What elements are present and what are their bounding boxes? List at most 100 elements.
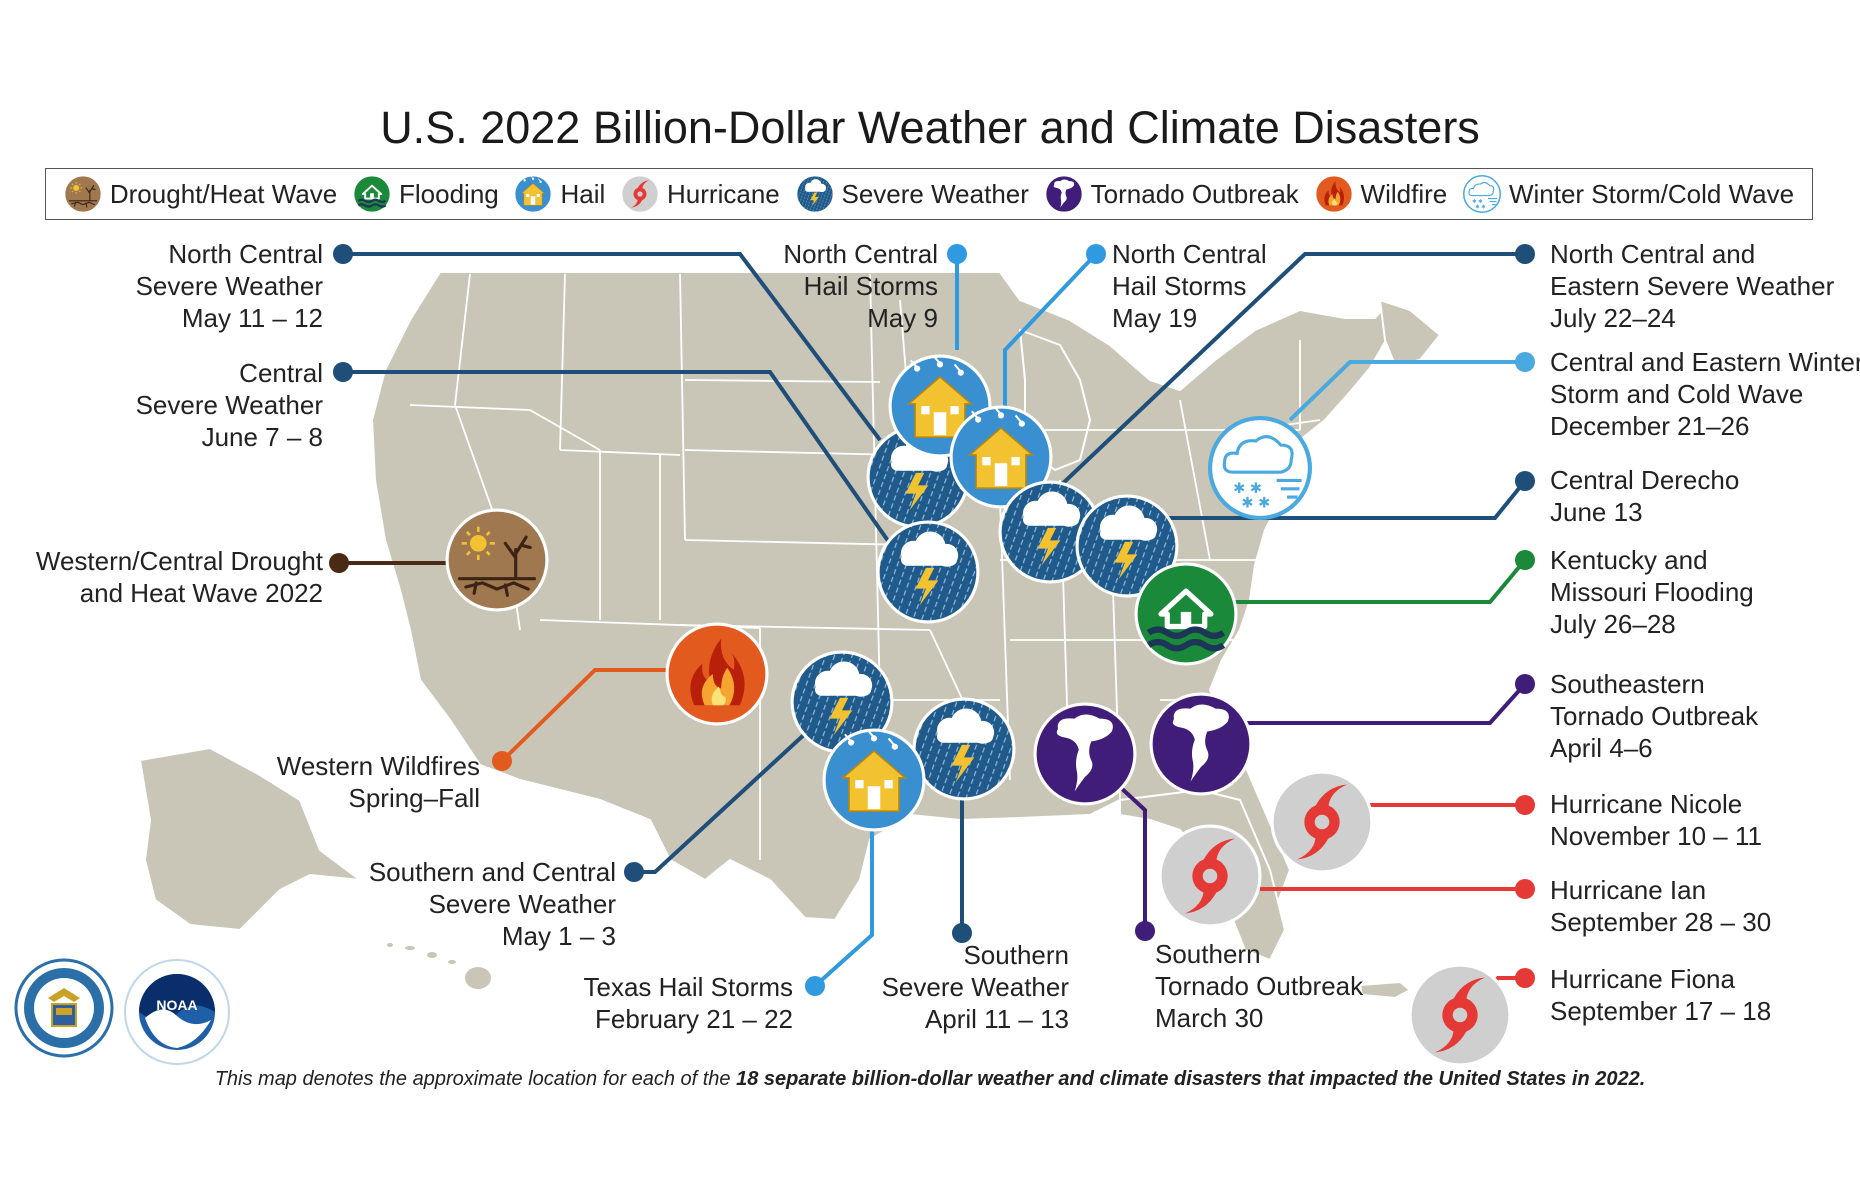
footer-note: This map denotes the approximate locatio… (0, 1068, 1860, 1091)
drought-icon (64, 175, 102, 213)
legend-label: Hurricane (667, 178, 780, 209)
legend-item-drought: Drought/Heat Wave (64, 175, 337, 213)
label-line: Hurricane Nicole (1550, 789, 1743, 819)
label-line: Hurricane Ian (1550, 875, 1707, 905)
footer-bold: 18 separate billion-dollar weather and c… (736, 1068, 1646, 1090)
label-line: Kentucky and (1550, 545, 1708, 575)
label-line: Southeastern (1550, 669, 1705, 699)
wildfire-icon (1314, 175, 1353, 213)
label-line: North Central (168, 239, 323, 269)
label-line: February 21 – 22 (594, 1004, 793, 1034)
legend-item-tornado: Tornado Outbreak (1044, 175, 1299, 213)
maine (1379, 299, 1441, 366)
legend-label: Flooding (399, 178, 499, 209)
label-line: April 4–6 (1550, 733, 1653, 763)
southern-tornado-marker (1033, 702, 1137, 806)
label-line: Storm and Cold Wave (1550, 379, 1804, 409)
label-drought: Western/Central Drought and Heat Wave 20… (36, 545, 323, 609)
label-line: June 7 – 8 (201, 422, 323, 452)
label-nc-hail-may9: North Central Hail Storms May 9 (783, 238, 938, 334)
winter-storm-icon (1462, 175, 1501, 213)
label-line: North Central (783, 239, 938, 269)
label-line: April 11 – 13 (924, 1004, 1069, 1034)
label-line: March 30 (1155, 1003, 1264, 1033)
label-nc-hail-may19: North Central Hail Storms May 19 (1112, 238, 1267, 334)
legend-label: Tornado Outbreak (1090, 178, 1299, 209)
endpoint-dots (329, 244, 1535, 996)
label-line: Severe Weather (135, 271, 323, 301)
label-nicole: Hurricane Nicole November 10 – 11 (1550, 788, 1762, 852)
label-line: Tornado Outbreak (1155, 971, 1364, 1001)
label-nce-severe-july: North Central and Eastern Severe Weather… (1550, 238, 1834, 334)
label-line: Central and Eastern Winter (1550, 347, 1860, 377)
hail-icon (514, 175, 553, 213)
label-line: Hail Storms (803, 271, 938, 301)
se-tornado-marker (1149, 692, 1253, 796)
label-southern-central-severe: Southern and Central Severe Weather May … (369, 856, 616, 952)
label-nc-severe-may: North Central Severe Weather May 11 – 12 (136, 238, 323, 334)
flooding-icon (353, 175, 391, 213)
label-line: Missouri Flooding (1550, 577, 1754, 607)
label-ky-mo-flood: Kentucky and Missouri Flooding July 26–2… (1550, 544, 1754, 640)
label-line: Hail Storms (1112, 271, 1247, 301)
label-line: Severe Weather (881, 972, 1069, 1002)
label-fiona: Hurricane Fiona September 17 – 18 (1550, 963, 1771, 1027)
ky-mo-flood-marker (1136, 564, 1236, 664)
label-line: May 1 – 3 (501, 921, 616, 951)
label-line: Eastern Severe Weather (1550, 271, 1835, 301)
florida (1119, 789, 1286, 961)
fiona-marker (1408, 963, 1512, 1067)
legend-item-winter-storm: Winter Storm/Cold Wave (1462, 175, 1795, 213)
label-line: Central Derecho (1550, 465, 1740, 495)
legend: Drought/Heat Wave Flooding Hail Hurrican… (45, 168, 1813, 220)
legend-label: Hail (560, 178, 606, 209)
label-ian: Hurricane Ian September 28 – 30 (1550, 874, 1771, 938)
label-line: September 17 – 18 (1550, 996, 1772, 1026)
label-line: Southern (1155, 939, 1261, 969)
footer-prefix: This map denotes the approximate locatio… (214, 1068, 737, 1090)
label-winter-storm: Central and Eastern Winter Storm and Col… (1550, 346, 1860, 442)
tornado-icon (1044, 175, 1083, 213)
label-southern-tornado: Southern Tornado Outbreak March 30 (1155, 938, 1363, 1034)
label-line: Spring–Fall (348, 783, 480, 813)
severe-central-june-marker (876, 520, 980, 624)
legend-item-flooding: Flooding (353, 175, 499, 213)
label-line: Severe Weather (135, 390, 323, 420)
label-line: Southern and Central (368, 857, 616, 887)
legend-label: Winter Storm/Cold Wave (1508, 178, 1795, 209)
label-line: June 13 (1550, 497, 1643, 527)
label-line: November 10 – 11 (1550, 821, 1762, 851)
label-line: Southern (963, 940, 1069, 970)
label-line: December 21–26 (1550, 411, 1750, 441)
label-line: July 26–28 (1550, 609, 1676, 639)
label-central-severe-june: Central Severe Weather June 7 – 8 (136, 357, 323, 453)
winter-storm-marker (1210, 418, 1310, 518)
label-line: September 28 – 30 (1550, 907, 1772, 937)
label-derecho: Central Derecho June 13 (1550, 464, 1739, 528)
southern-severe-marker (912, 697, 1016, 801)
label-texas-hail: Texas Hail Storms February 21 – 22 (584, 971, 794, 1035)
label-se-tornado: Southeastern Tornado Outbreak April 4–6 (1550, 668, 1758, 764)
severe-weather-icon (795, 175, 834, 213)
nicole-marker (1270, 770, 1374, 874)
page-title: U.S. 2022 Billion-Dollar Weather and Cli… (380, 102, 1480, 153)
label-line: and Heat Wave 2022 (79, 578, 323, 608)
label-line: Hurricane Fiona (1550, 964, 1735, 994)
texas-hail-marker (822, 728, 926, 832)
label-line: May 11 – 12 (181, 303, 323, 333)
legend-label: Wildfire (1360, 178, 1448, 209)
label-line: May 9 (867, 303, 938, 333)
hurricane-icon (621, 175, 659, 213)
label-line: Western Wildfires (276, 751, 480, 781)
label-line: North Central and (1550, 239, 1756, 269)
wildfire-marker (665, 622, 769, 726)
noaa-text: NOAA (156, 997, 197, 1013)
label-wildfires: Western Wildfires Spring–Fall (277, 750, 480, 814)
legend-item-wildfire: Wildfire (1314, 175, 1448, 213)
label-line: Severe Weather (428, 889, 616, 919)
legend-item-hail: Hail (514, 175, 605, 213)
label-line: Central (239, 358, 323, 388)
legend-label: Drought/Heat Wave (109, 178, 338, 209)
hawaii (385, 941, 493, 991)
drought-marker (445, 508, 549, 612)
